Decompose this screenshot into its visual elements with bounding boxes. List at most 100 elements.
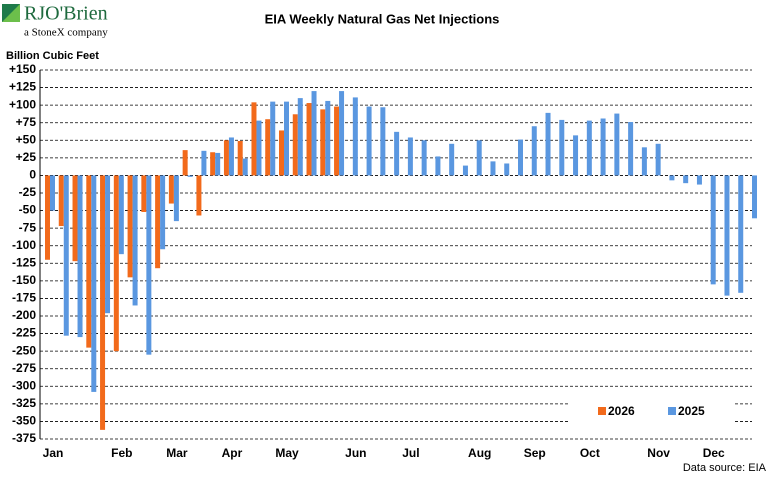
bar: [518, 139, 523, 176]
x-tick-label: Jan: [43, 446, 64, 460]
y-tick-label: +100: [9, 97, 36, 111]
bar: [279, 130, 284, 176]
bar: [256, 120, 262, 176]
logo-icon: [2, 4, 20, 22]
bar: [394, 131, 400, 176]
x-tick-label: Jun: [345, 446, 366, 460]
bar: [669, 175, 675, 181]
bar: [334, 106, 340, 176]
bar: [573, 135, 579, 176]
bar: [339, 91, 345, 176]
bar: [86, 175, 92, 348]
bar: [435, 156, 441, 176]
legend-label: 2025: [678, 404, 705, 418]
bar: [724, 175, 730, 296]
bar: [600, 118, 606, 176]
x-tick-label: Feb: [111, 446, 132, 460]
y-tick-label: +125: [9, 80, 36, 94]
y-tick-label: -375: [12, 431, 36, 445]
x-tick-label: Mar: [166, 446, 188, 460]
legend-box: [568, 400, 734, 422]
y-tick-label: -100: [12, 238, 36, 252]
bar: [407, 137, 413, 176]
bar: [421, 140, 427, 176]
y-tick-label: -200: [12, 308, 36, 322]
bar: [237, 140, 243, 176]
logo: RJO'Brien a StoneX company: [2, 3, 108, 39]
bar: [118, 175, 124, 255]
bar: [352, 97, 358, 176]
bar: [306, 103, 312, 176]
bar: [168, 175, 174, 204]
y-tick-label: +25: [16, 150, 37, 164]
bar: [201, 150, 207, 176]
bar: [284, 101, 289, 176]
x-tick-label: Nov: [647, 446, 670, 460]
bar: [641, 147, 647, 176]
bar: [738, 175, 744, 293]
y-tick-label: -75: [19, 220, 37, 234]
bar: [242, 158, 248, 176]
y-tick-label: -275: [12, 361, 36, 375]
x-tick-label: Apr: [222, 446, 243, 460]
y-tick-label: -325: [12, 396, 36, 410]
bar: [710, 175, 716, 285]
legend: 2026 2025: [568, 400, 734, 422]
logo-tagline: a StoneX company: [24, 27, 108, 39]
bar: [586, 120, 592, 176]
bar: [752, 175, 757, 219]
bar: [50, 175, 55, 211]
bar: [292, 114, 298, 176]
source: Data source: EIA: [683, 462, 767, 474]
bar: [683, 175, 689, 184]
bar: [141, 175, 147, 212]
bar: [311, 91, 317, 176]
bar: [504, 163, 510, 176]
bar: [173, 175, 179, 222]
bar: [325, 100, 331, 176]
bar: [223, 140, 229, 176]
bar: [559, 119, 565, 176]
bar: [270, 101, 276, 176]
bar: [320, 109, 326, 176]
y-tick-label: -175: [12, 291, 36, 305]
bar: [297, 98, 303, 176]
x-tick-label: Oct: [580, 446, 600, 460]
bar: [251, 102, 257, 176]
bar: [105, 175, 111, 314]
bar: [476, 140, 482, 176]
bar: [655, 143, 661, 176]
bar: [210, 152, 216, 176]
legend-swatch: [598, 407, 606, 415]
y-tick-label: -225: [12, 326, 36, 340]
bar: [449, 143, 455, 176]
bar: [77, 175, 83, 338]
bar: [614, 113, 620, 176]
bar: [72, 175, 78, 262]
legend-swatch: [668, 407, 676, 415]
bar: [265, 119, 271, 176]
y-tick-label: -25: [19, 185, 37, 199]
bar: [113, 175, 119, 352]
bar: [531, 126, 537, 176]
bar: [545, 112, 551, 176]
bar: [146, 175, 152, 355]
bar: [155, 175, 161, 269]
bar: [132, 175, 138, 306]
y-tick-label: -350: [12, 414, 36, 428]
x-tick-label: Jul: [402, 446, 419, 460]
bar: [366, 106, 372, 176]
y-tick-label: +50: [16, 132, 37, 146]
y-tick-label: -250: [12, 343, 36, 357]
bar: [196, 175, 202, 216]
x-tick-label: Aug: [468, 446, 491, 460]
bar: [215, 152, 221, 176]
bar: [490, 161, 496, 176]
y-tick-label: -50: [19, 203, 37, 217]
bar: [628, 122, 634, 176]
bar: [228, 137, 234, 176]
bar: [696, 175, 702, 185]
y-tick-label: -150: [12, 273, 36, 287]
legend-label: 2026: [608, 404, 635, 418]
bar: [58, 175, 64, 227]
